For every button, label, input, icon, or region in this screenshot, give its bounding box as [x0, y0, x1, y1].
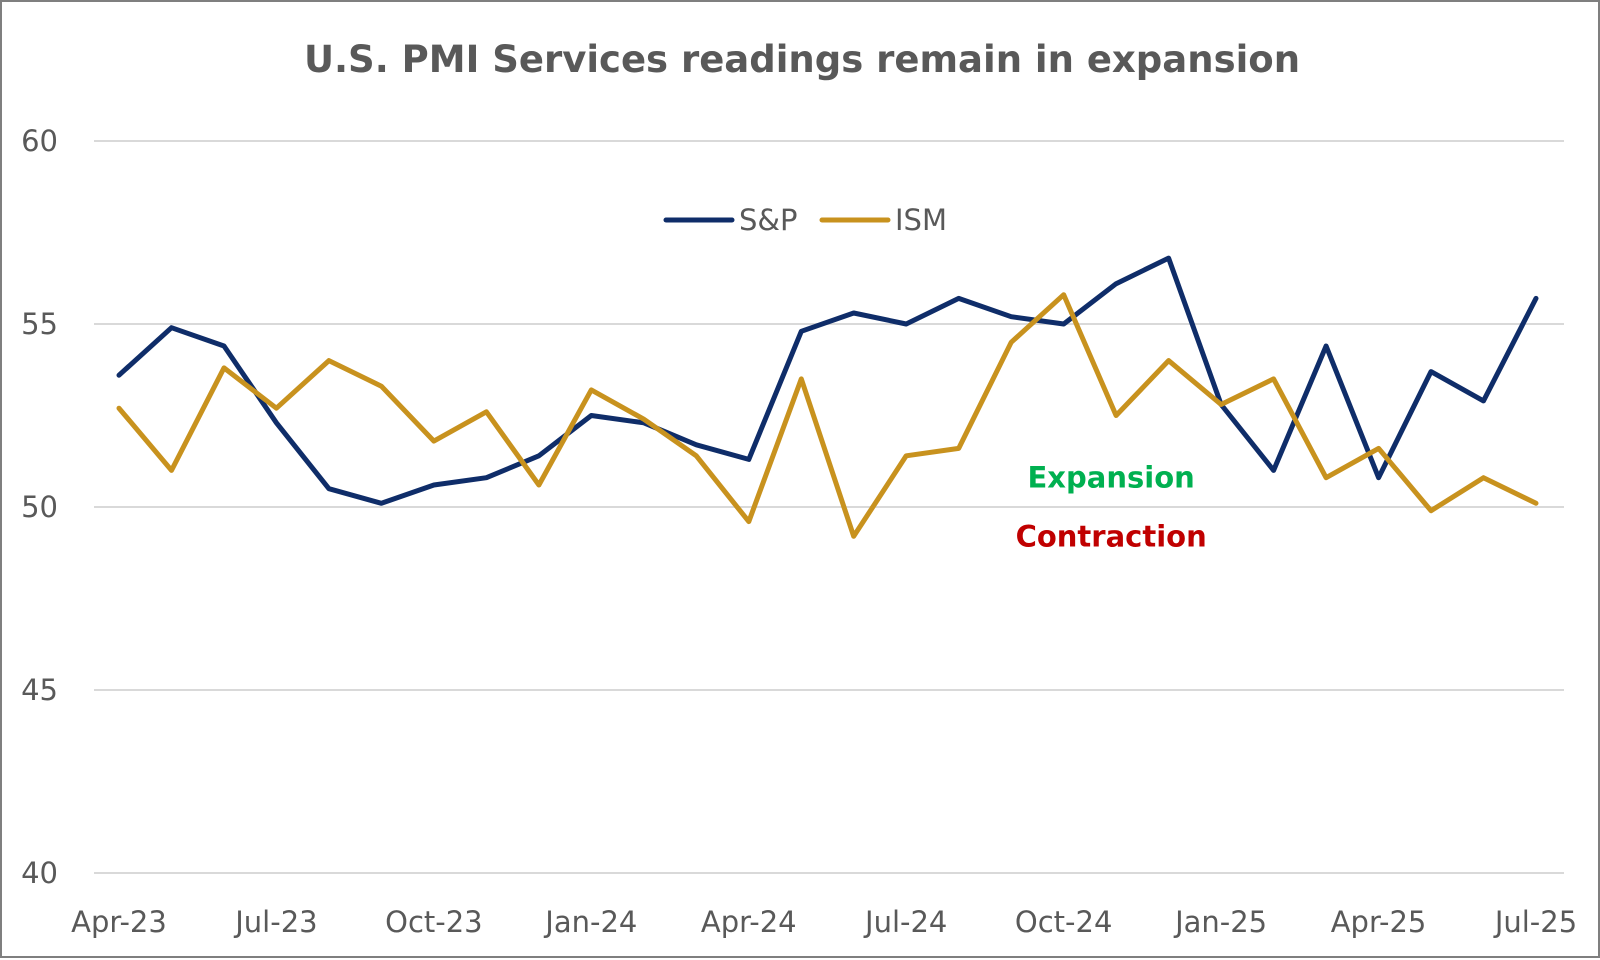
- y-tick-label-50: 50: [21, 490, 58, 524]
- x-tick-label-jan-24: Jan-24: [543, 905, 637, 939]
- x-axis-ticks: Apr-23 Jul-23 Oct-23 Jan-24 Apr-24 Jul-24 Oct-…: [71, 905, 1577, 939]
- x-tick-label-oct-24: Oct-24: [1015, 905, 1113, 939]
- series-lines: [119, 258, 1536, 536]
- y-tick-label-60: 60: [21, 124, 58, 158]
- annotation-expansion: Expansion: [1028, 461, 1195, 495]
- chart-title: U.S. PMI Services readings remain in exp…: [304, 38, 1300, 81]
- y-tick-label-45: 45: [21, 673, 58, 707]
- x-tick-label-apr-25: Apr-25: [1331, 905, 1427, 939]
- legend-label-ism: ISM: [895, 203, 947, 237]
- y-tick-label-40: 40: [21, 856, 58, 890]
- x-tick-label-jul-25: Jul-25: [1493, 905, 1577, 939]
- legend: S&P ISM: [666, 203, 947, 237]
- series-line-sp: [119, 258, 1536, 503]
- x-tick-label-apr-23: Apr-23: [71, 905, 167, 939]
- y-axis-ticks: 40 45 50 55 60: [21, 124, 58, 890]
- series-line-ism: [119, 295, 1536, 537]
- x-tick-label-oct-23: Oct-23: [385, 905, 483, 939]
- x-tick-label-jul-23: Jul-23: [233, 905, 317, 939]
- annotation-contraction: Contraction: [1016, 519, 1207, 553]
- y-tick-label-55: 55: [21, 307, 58, 341]
- gridlines: [94, 141, 1564, 873]
- x-tick-label-apr-24: Apr-24: [701, 905, 797, 939]
- x-tick-label-jul-24: Jul-24: [863, 905, 947, 939]
- legend-label-sp: S&P: [739, 203, 798, 237]
- x-tick-label-jan-25: Jan-25: [1173, 905, 1267, 939]
